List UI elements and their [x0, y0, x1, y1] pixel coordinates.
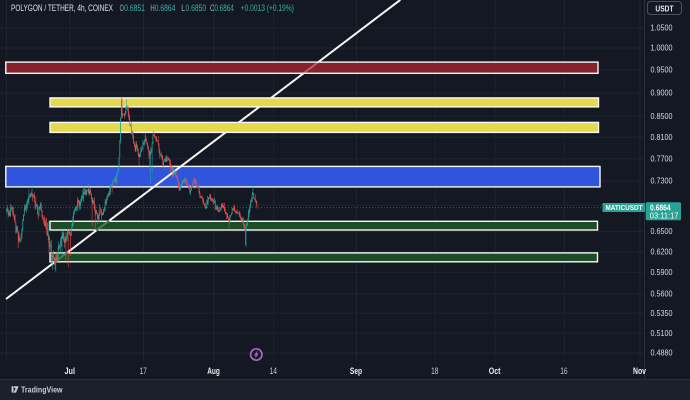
svg-text:0.6864: 0.6864 [214, 3, 233, 13]
svg-text:O: O [120, 3, 124, 13]
svg-text:Jul: Jul [65, 366, 76, 376]
svg-text:H: H [150, 3, 154, 13]
svg-text:Aug: Aug [207, 366, 220, 376]
svg-text:0.7700: 0.7700 [651, 154, 673, 164]
svg-text:1.0500: 1.0500 [651, 23, 673, 33]
svg-text:0.6851: 0.6851 [124, 3, 145, 13]
svg-text:0.7300: 0.7300 [651, 176, 673, 186]
svg-text:16: 16 [560, 366, 567, 376]
svg-text:0.8100: 0.8100 [651, 132, 673, 142]
svg-text:L: L [181, 3, 185, 13]
svg-text:0.5350: 0.5350 [651, 308, 673, 318]
svg-text:03:11:17: 03:11:17 [650, 211, 679, 220]
svg-text:0.5900: 0.5900 [651, 267, 673, 277]
svg-text:0.5100: 0.5100 [651, 328, 673, 338]
svg-text:POLYGON / TETHER, 4h, COINEX: POLYGON / TETHER, 4h, COINEX [11, 3, 113, 13]
svg-text:0.9000: 0.9000 [651, 88, 673, 98]
svg-text:18: 18 [431, 366, 438, 376]
svg-text:0.4880: 0.4880 [651, 348, 673, 358]
svg-text:Sep: Sep [350, 366, 363, 376]
svg-text:MATICUSDT: MATICUSDT [606, 203, 644, 212]
svg-text:0.6500: 0.6500 [651, 226, 673, 236]
svg-text:C: C [210, 3, 215, 13]
svg-text:0.9500: 0.9500 [651, 65, 673, 75]
svg-text:Nov: Nov [633, 366, 646, 376]
svg-text:0.6864: 0.6864 [155, 3, 176, 13]
svg-text:0.6864: 0.6864 [650, 203, 671, 213]
svg-text:1.0000: 1.0000 [651, 43, 673, 53]
svg-text:0.6850: 0.6850 [186, 3, 207, 13]
svg-text:Oct: Oct [489, 366, 501, 376]
svg-text:14: 14 [270, 366, 277, 376]
svg-text:+0.0013 (+0.19%): +0.0013 (+0.19%) [241, 3, 294, 13]
svg-text:TradingView: TradingView [21, 385, 63, 394]
svg-text:0.6200: 0.6200 [651, 247, 673, 257]
svg-text:17: 17 [140, 366, 147, 376]
svg-text:0.5600: 0.5600 [651, 289, 673, 299]
svg-text:0.8500: 0.8500 [651, 111, 673, 121]
svg-text:USDT: USDT [655, 4, 674, 14]
